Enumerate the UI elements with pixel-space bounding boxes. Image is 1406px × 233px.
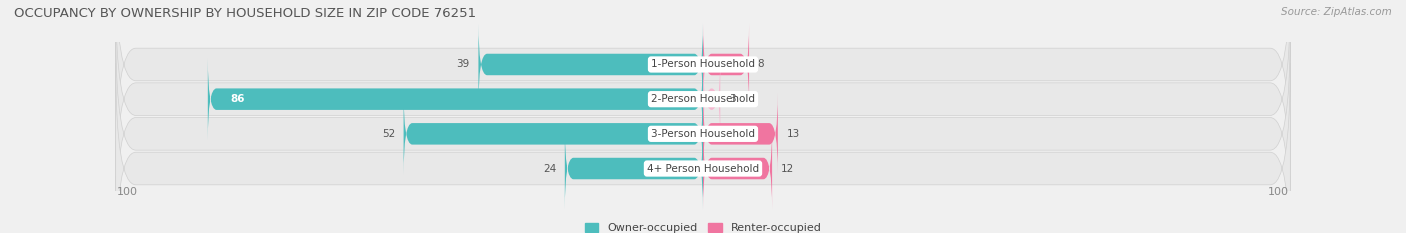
FancyBboxPatch shape: [565, 127, 703, 210]
FancyBboxPatch shape: [703, 23, 749, 106]
Text: Source: ZipAtlas.com: Source: ZipAtlas.com: [1281, 7, 1392, 17]
FancyBboxPatch shape: [115, 29, 1291, 233]
FancyBboxPatch shape: [703, 127, 772, 210]
Text: 8: 8: [758, 59, 765, 69]
FancyBboxPatch shape: [404, 93, 703, 175]
FancyBboxPatch shape: [208, 58, 703, 140]
Text: 3: 3: [728, 94, 735, 104]
Text: OCCUPANCY BY OWNERSHIP BY HOUSEHOLD SIZE IN ZIP CODE 76251: OCCUPANCY BY OWNERSHIP BY HOUSEHOLD SIZE…: [14, 7, 477, 20]
FancyBboxPatch shape: [115, 63, 1291, 233]
FancyBboxPatch shape: [115, 0, 1291, 204]
Text: 86: 86: [231, 94, 246, 104]
Text: 100: 100: [117, 187, 138, 197]
FancyBboxPatch shape: [478, 23, 703, 106]
Text: 4+ Person Household: 4+ Person Household: [647, 164, 759, 174]
Text: 100: 100: [1268, 187, 1289, 197]
FancyBboxPatch shape: [703, 93, 778, 175]
Text: 52: 52: [381, 129, 395, 139]
Legend: Owner-occupied, Renter-occupied: Owner-occupied, Renter-occupied: [581, 218, 825, 233]
Text: 24: 24: [543, 164, 557, 174]
Text: 39: 39: [457, 59, 470, 69]
FancyBboxPatch shape: [703, 58, 720, 140]
Text: 12: 12: [780, 164, 794, 174]
FancyBboxPatch shape: [115, 0, 1291, 170]
Text: 3-Person Household: 3-Person Household: [651, 129, 755, 139]
Text: 1-Person Household: 1-Person Household: [651, 59, 755, 69]
Text: 13: 13: [786, 129, 800, 139]
Text: 2-Person Household: 2-Person Household: [651, 94, 755, 104]
